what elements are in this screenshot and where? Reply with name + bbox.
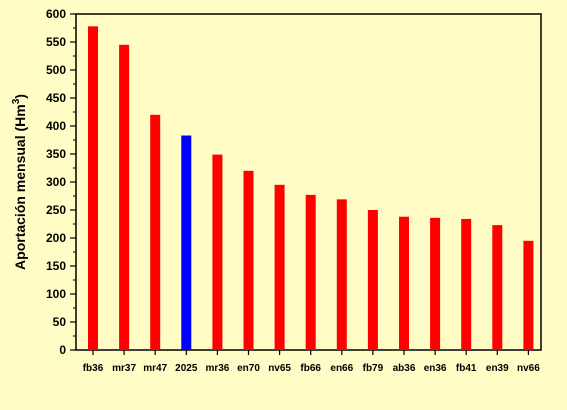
x-tick-label-en39: en39 (486, 363, 509, 374)
bar-series (88, 26, 534, 351)
x-tick-label-nv65: nv65 (268, 363, 291, 374)
y-tick-label: 550 (46, 35, 66, 49)
y-tick-label: 350 (46, 147, 66, 161)
y-tick-label: 50 (53, 315, 67, 329)
x-tick-label-fb36: fb36 (83, 363, 104, 374)
x-tick-label-nv66: nv66 (517, 363, 540, 374)
bar-fb66 (305, 194, 316, 350)
bar-en36 (430, 217, 441, 350)
x-tick-label-mr47: mr47 (143, 363, 167, 374)
x-tick-label-2025: 2025 (175, 363, 198, 374)
y-tick-label: 200 (46, 231, 66, 245)
bar-mr47 (150, 114, 161, 350)
bar-en39 (492, 225, 503, 350)
bar-ab36 (399, 216, 409, 350)
x-tick-label-mr37: mr37 (112, 363, 136, 374)
x-tick-label-fb66: fb66 (300, 363, 321, 374)
y-axis-title: Aportación mensual (Hm3) (11, 94, 28, 270)
y-axis: 0 50 100 150 200 250 300 350 400 450 500 550 600 (46, 7, 76, 357)
bar-mr36 (212, 154, 223, 350)
y-tick-label: 150 (46, 259, 66, 273)
y-tick-label: 250 (46, 203, 66, 217)
x-tick-label-mr36: mr36 (205, 363, 229, 374)
bar-2025 (181, 135, 192, 350)
y-tick-label: 600 (46, 7, 66, 21)
bar-nv66 (523, 240, 534, 350)
y-tick-label: 500 (46, 63, 66, 77)
bar-fb79 (367, 210, 378, 350)
x-tick-label-ab36: ab36 (393, 363, 416, 374)
bar-fb41 (461, 218, 472, 350)
bar-mr37 (119, 44, 130, 351)
x-tick-label-fb79: fb79 (363, 363, 384, 374)
bar-fb36 (88, 26, 98, 350)
y-tick-label: 300 (46, 175, 66, 189)
y-axis-title-superscript: 3 (11, 98, 22, 104)
y-tick-label: 0 (59, 343, 66, 357)
y-axis-title-close: ) (12, 94, 28, 99)
x-tick-label-en36: en36 (424, 363, 447, 374)
bar-en70 (243, 170, 254, 350)
x-tick-label-en66: en66 (330, 363, 353, 374)
bar-nv65 (274, 184, 285, 350)
y-tick-label: 100 (46, 287, 66, 301)
x-tick-label-en70: en70 (237, 363, 260, 374)
y-tick-label: 450 (46, 91, 66, 105)
y-tick-label: 400 (46, 119, 66, 133)
x-axis: fb36 mr37 mr47 2025 mr36 en70 nv65 fb66 en66 fb79… (83, 350, 540, 374)
y-axis-title-main: Aportación mensual (Hm (12, 104, 28, 270)
x-tick-label-fb41: fb41 (456, 363, 477, 374)
bar-en66 (336, 199, 347, 350)
